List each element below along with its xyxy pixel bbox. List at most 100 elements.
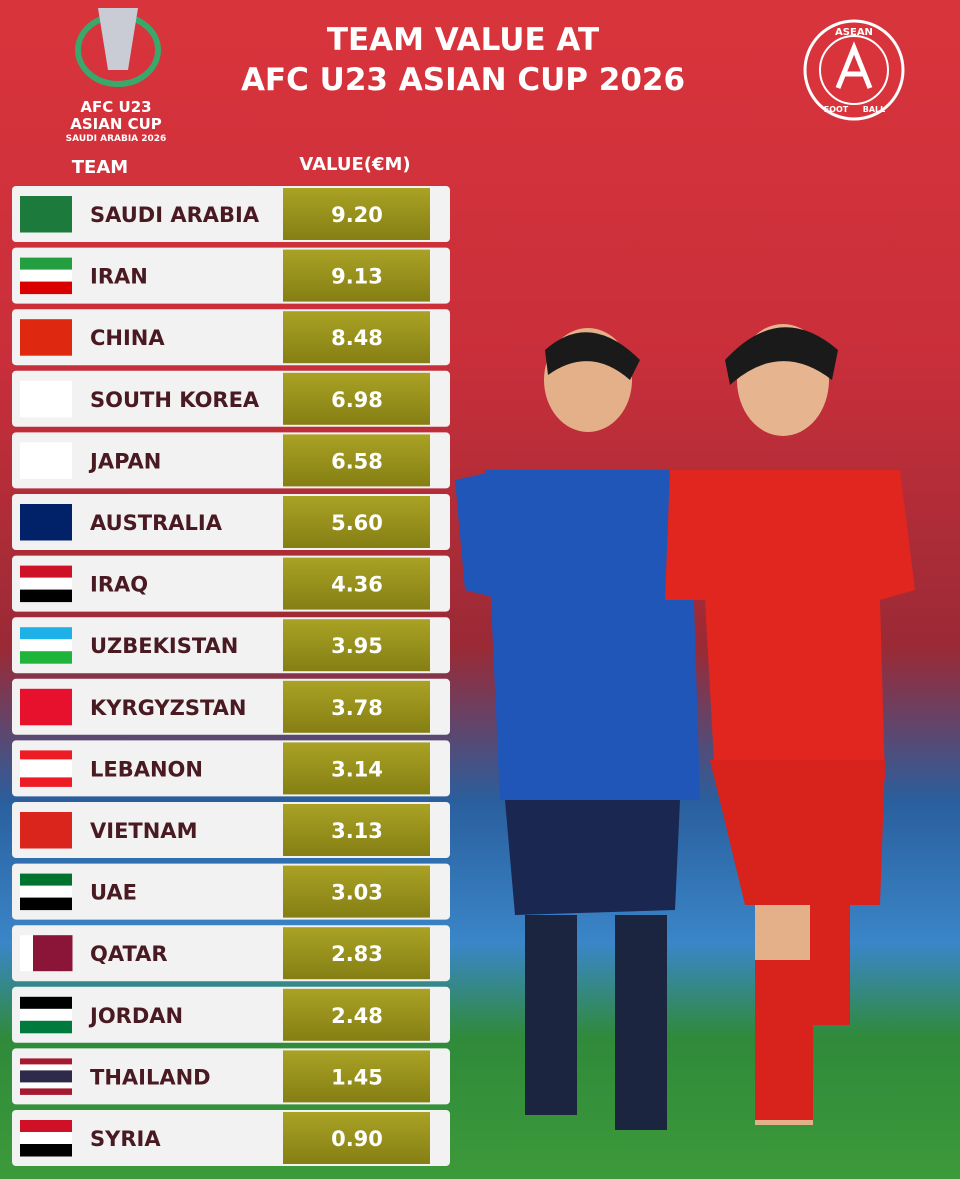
flag-stripe	[20, 319, 72, 356]
cup-logo: AFC U23 ASIAN CUP SAUDI ARABIA 2026	[66, 8, 166, 144]
team-name: SAUDI ARABIA	[90, 203, 260, 227]
team-value: 5.60	[331, 511, 383, 535]
table: SAUDI ARABIA 9.20 IRAN 9.13 CHINA 8.48 SOUTH K…	[12, 186, 450, 1166]
flag-stripe	[20, 1132, 72, 1145]
asean-logo-text: BALL	[863, 105, 885, 114]
table-row: THAILAND 1.45	[12, 1048, 450, 1105]
value-cell	[283, 372, 430, 425]
flag-stripe	[33, 935, 47, 972]
team-value: 6.98	[331, 388, 383, 412]
flag	[20, 935, 73, 972]
flag-stripe	[20, 996, 72, 1010]
table-row: UAE 3.03	[12, 863, 450, 920]
table-row: UZBEKISTAN 3.95	[12, 617, 450, 674]
table-row: SOUTH KOREA 6.98	[12, 370, 450, 427]
team-name: JAPAN	[88, 449, 161, 473]
flag	[20, 1120, 72, 1157]
value-cell	[283, 804, 430, 856]
flag-stripe	[20, 688, 72, 726]
players-illustration	[455, 324, 915, 1130]
flag-stripe	[20, 1082, 72, 1089]
flag-stripe	[20, 873, 72, 887]
flag	[20, 627, 72, 664]
flag-stripe	[20, 380, 72, 418]
flag	[20, 504, 72, 541]
value-cell	[283, 988, 430, 1041]
table-row: QATAR 2.83	[12, 925, 450, 982]
flag-stripe	[20, 257, 72, 271]
flag-stripe	[20, 759, 72, 769]
value-cell	[283, 496, 430, 548]
flag	[20, 996, 72, 1034]
flag	[20, 688, 72, 726]
flag	[20, 1058, 72, 1095]
flag-stripe	[20, 577, 72, 591]
team-name: KYRGYZSTAN	[90, 696, 247, 720]
title: AFC U23 ASIAN CUP 2026	[241, 62, 685, 98]
table-row: VIETNAM 3.13	[12, 802, 450, 858]
table-row: AUSTRALIA 5.60	[12, 494, 450, 550]
flag-stripe	[20, 442, 72, 479]
value-cell	[283, 1050, 430, 1103]
flag-stripe	[20, 504, 72, 541]
flag-stripe	[20, 269, 72, 283]
flag-stripe	[20, 1020, 72, 1034]
flag-stripe	[59, 935, 73, 972]
flag-stripe	[20, 196, 72, 233]
team-name: UAE	[90, 881, 137, 905]
flag-stripe	[20, 1144, 72, 1157]
flag-stripe	[20, 1064, 72, 1071]
flag	[20, 196, 72, 233]
value-cell	[283, 557, 430, 610]
flag	[20, 565, 72, 603]
team-name: THAILAND	[90, 1065, 211, 1089]
flag-stripe	[20, 627, 72, 640]
team-name: SYRIA	[90, 1127, 161, 1151]
flag-stripe	[20, 812, 72, 849]
value-cell	[283, 311, 430, 364]
flag-stripe	[20, 1008, 72, 1022]
value-cell	[283, 249, 430, 302]
flag	[20, 442, 72, 479]
team-value: 1.45	[331, 1065, 383, 1089]
team-name: VIETNAM	[90, 819, 197, 843]
team-name: QATAR	[90, 942, 168, 966]
column-header: VALUE(€M)	[299, 154, 410, 175]
flag-stripe	[20, 565, 72, 579]
flag-stripe	[20, 1058, 72, 1065]
value-cell	[283, 742, 430, 795]
team-value: 4.36	[331, 573, 383, 597]
cup-logo-text: AFC U23	[80, 98, 151, 116]
value-cell	[283, 865, 430, 918]
table-row: KYRGYZSTAN 3.78	[12, 678, 450, 735]
team-value: 2.83	[331, 942, 383, 966]
team-value: 3.03	[331, 881, 383, 905]
team-name: JORDAN	[88, 1004, 183, 1028]
team-name: AUSTRALIA	[90, 511, 223, 535]
team-value: 9.13	[331, 265, 383, 289]
team-value: 6.58	[331, 449, 383, 473]
flag-stripe	[20, 897, 72, 911]
flag-stripe	[20, 768, 72, 778]
team-name: UZBEKISTAN	[90, 634, 238, 658]
team-value: 2.48	[331, 1004, 383, 1028]
team-name: CHINA	[90, 326, 165, 350]
flag-stripe	[20, 1120, 72, 1133]
asean-logo-text: FOOT	[824, 105, 849, 114]
cup-logo-text: ASIAN CUP	[70, 115, 162, 133]
team-value: 3.78	[331, 696, 383, 720]
table-row: JAPAN 6.58	[12, 432, 450, 489]
table-row: LEBANON 3.14	[12, 740, 450, 797]
flag-stripe	[20, 885, 72, 899]
table-row: JORDAN 2.48	[12, 986, 450, 1043]
flag-stripe	[20, 639, 72, 652]
team-name: IRAN	[90, 265, 148, 289]
team-name: SOUTH KOREA	[90, 388, 260, 412]
flag-stripe	[20, 1076, 72, 1083]
flag	[20, 257, 72, 295]
value-cell	[283, 434, 430, 487]
flag	[20, 873, 72, 911]
flag-stripe	[46, 935, 60, 972]
